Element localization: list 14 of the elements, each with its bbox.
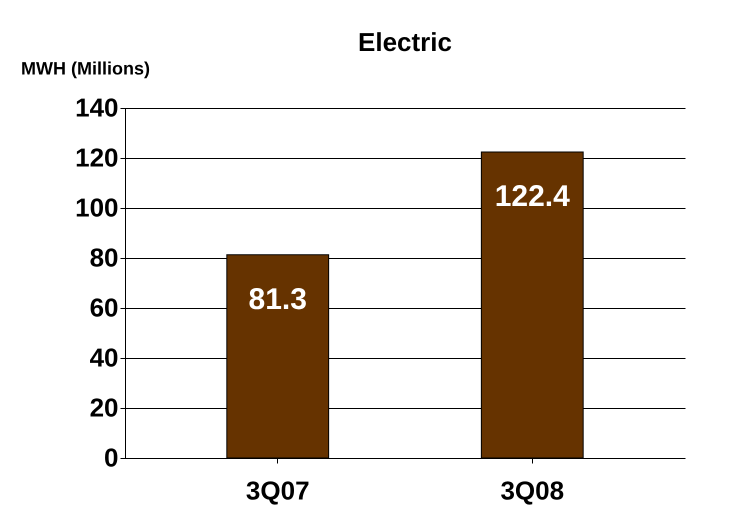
data-label: 122.4 bbox=[494, 180, 570, 213]
y-tick-label: 140 bbox=[75, 92, 118, 122]
y-tick-label: 40 bbox=[90, 342, 118, 372]
x-tick-label: 3Q07 bbox=[246, 476, 310, 506]
y-tick-label: 120 bbox=[75, 142, 118, 172]
y-tick-label: 0 bbox=[104, 442, 118, 472]
y-tick-label: 20 bbox=[90, 392, 118, 422]
y-axis-title: MWH (Millions) bbox=[21, 58, 150, 78]
y-tick-label: 60 bbox=[90, 292, 118, 322]
chart-title: Electric bbox=[358, 27, 452, 57]
x-tick-label: 3Q08 bbox=[500, 476, 564, 506]
y-tick-label: 80 bbox=[90, 242, 118, 272]
data-label: 81.3 bbox=[248, 282, 307, 316]
y-tick-label: 100 bbox=[75, 192, 118, 222]
